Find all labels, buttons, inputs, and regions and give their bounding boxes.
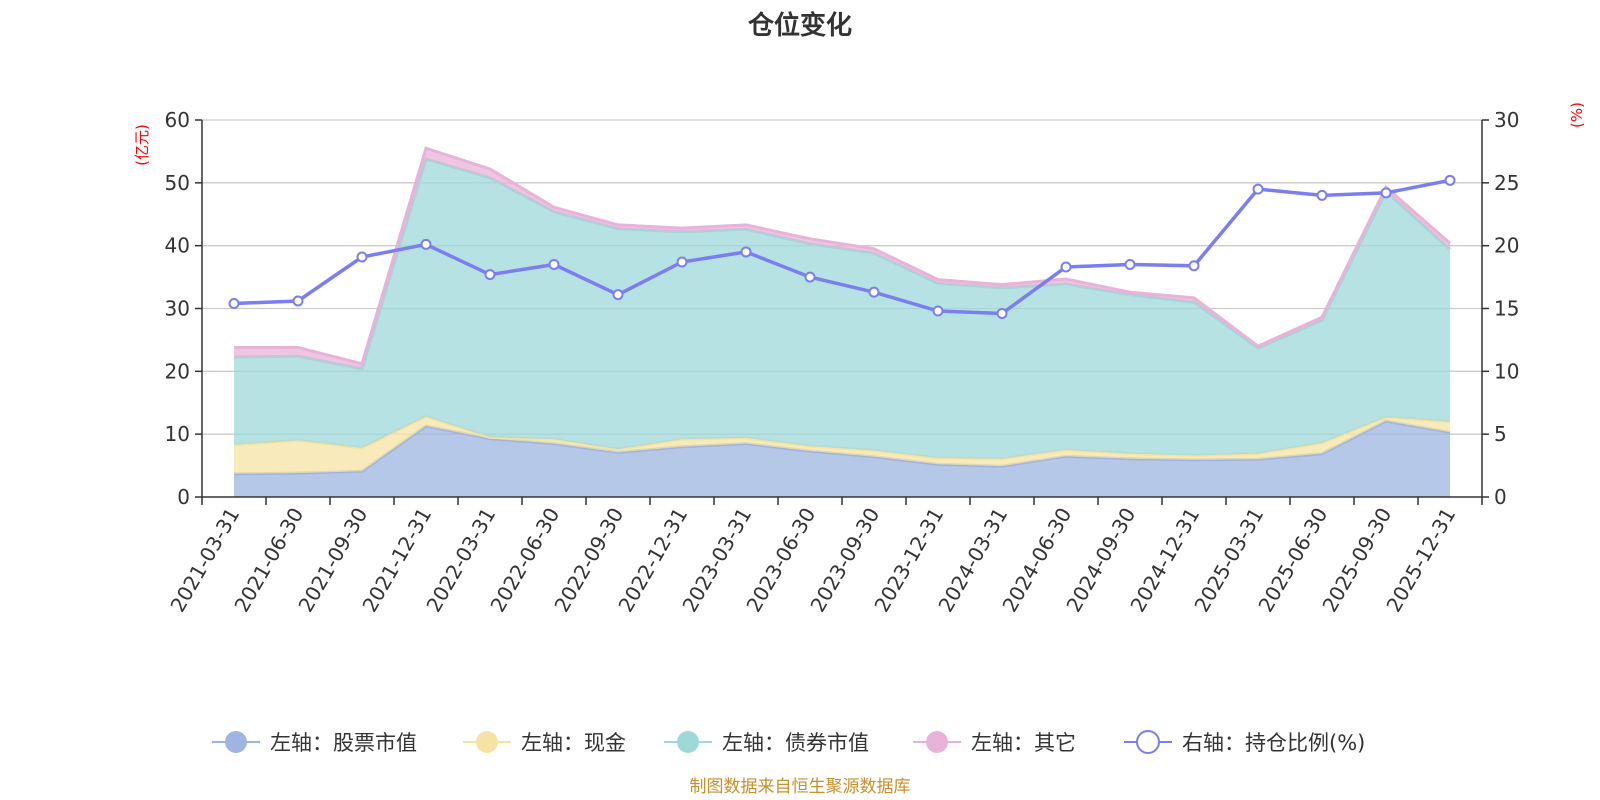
legend-item-5[interactable]: 右轴：持仓比例(%) xyxy=(1124,730,1365,755)
legend-label: 左轴：股票市值 xyxy=(270,731,417,755)
ratio-point xyxy=(996,308,1008,320)
legend-item-4[interactable]: 左轴：其它 xyxy=(913,731,1076,755)
legend-label: 左轴：债券市值 xyxy=(722,731,869,755)
left-tick-label: 50 xyxy=(165,171,190,195)
left-tick-label: 30 xyxy=(165,297,190,321)
ratio-point xyxy=(868,286,880,298)
legend: 左轴：股票市值 左轴：现金 左轴：债券市值 左轴：其它 右轴：持仓比例(%) xyxy=(212,730,1365,755)
ratio-point xyxy=(548,259,560,271)
area-1 xyxy=(234,421,1450,497)
right-tick-label: 15 xyxy=(1494,297,1519,321)
ratio-point xyxy=(676,256,688,268)
ratio-point xyxy=(228,297,240,309)
ratio-point xyxy=(1060,261,1072,273)
ratio-point xyxy=(1380,187,1392,199)
ratio-point xyxy=(740,246,752,258)
legend-item-1[interactable]: 左轴：股票市值 xyxy=(212,731,417,755)
legend-swatch-icon xyxy=(225,731,247,753)
ratio-point xyxy=(292,295,304,307)
stacked-areas xyxy=(233,146,1452,497)
left-tick-label: 40 xyxy=(165,234,190,258)
legend-label: 左轴：其它 xyxy=(971,731,1076,755)
right-tick-label: 25 xyxy=(1494,171,1519,195)
right-tick-label: 0 xyxy=(1494,485,1507,509)
ratio-point xyxy=(1188,260,1200,272)
ratio-point xyxy=(356,251,368,263)
ratio-point xyxy=(484,269,496,281)
legend-label: 右轴：持仓比例(%) xyxy=(1182,731,1365,755)
right-tick-label: 10 xyxy=(1494,359,1519,383)
left-tick-label: 10 xyxy=(165,422,190,446)
left-tick-label: 0 xyxy=(177,485,190,509)
legend-swatch-icon xyxy=(677,731,699,753)
ratio-point xyxy=(1124,259,1136,271)
legend-swatch-icon xyxy=(1136,730,1160,754)
left-tick-label: 60 xyxy=(165,108,190,132)
left-tick-label: 20 xyxy=(165,359,190,383)
chart-title: 仓位变化 xyxy=(747,10,852,41)
legend-label: 左轴：现金 xyxy=(521,731,626,755)
right-tick-label: 5 xyxy=(1494,422,1507,446)
right-tick-label: 20 xyxy=(1494,234,1519,258)
legend-item-3[interactable]: 左轴：债券市值 xyxy=(664,731,869,755)
area-3 xyxy=(234,159,1450,459)
ratio-point xyxy=(1444,174,1456,186)
area-edge-1 xyxy=(233,419,1451,476)
ratio-point xyxy=(420,238,432,250)
ratio-point xyxy=(932,305,944,317)
legend-swatch-icon xyxy=(476,731,498,753)
legend-swatch-icon xyxy=(926,731,948,753)
legend-item-2[interactable]: 左轴：现金 xyxy=(463,731,626,755)
right-axis-unit: (%) xyxy=(1568,102,1586,128)
left-axis-unit: (亿元) xyxy=(133,124,151,166)
ratio-line xyxy=(233,178,1451,316)
ratio-point xyxy=(612,289,624,301)
source-note: 制图数据来自恒生聚源数据库 xyxy=(690,777,911,797)
area-2 xyxy=(234,416,1450,474)
right-tick-label: 30 xyxy=(1494,108,1519,132)
ratio-point xyxy=(804,271,816,283)
ratio-point xyxy=(1316,189,1328,201)
ratio-point xyxy=(1252,183,1264,195)
position-ratio-line xyxy=(228,174,1456,320)
area-edge-4 xyxy=(234,146,1451,366)
